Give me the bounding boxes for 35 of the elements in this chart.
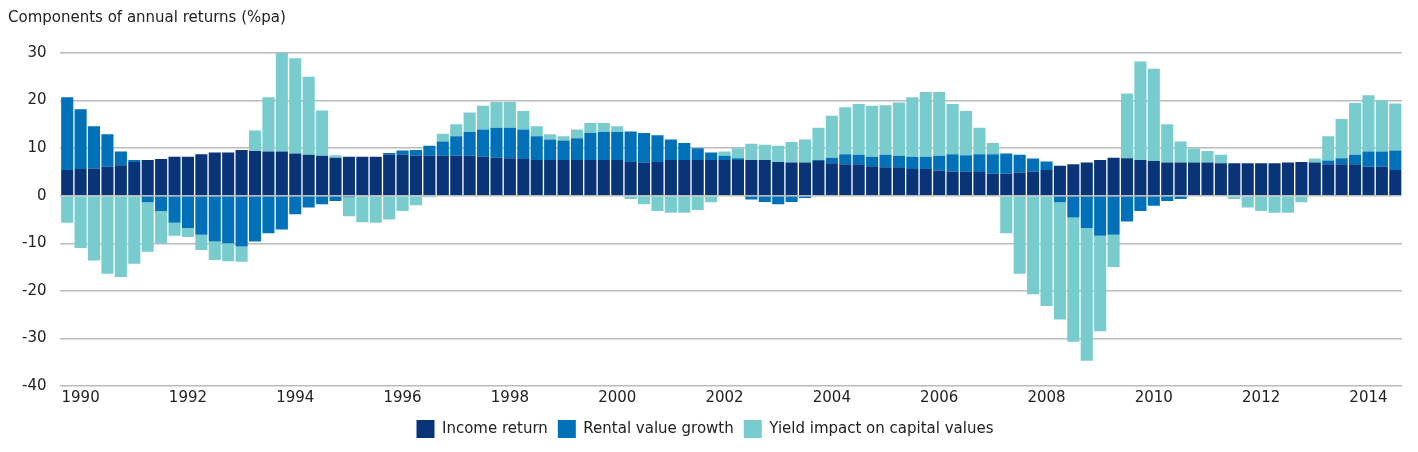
- y-tick-label: -30: [22, 328, 47, 347]
- x-tick-label: 1996: [383, 387, 422, 406]
- bar: [1228, 196, 1241, 200]
- y-tick-label: 10: [27, 138, 47, 157]
- bar: [61, 196, 74, 223]
- x-tick-label: 2004: [812, 387, 851, 406]
- bar: [1107, 234, 1120, 268]
- bar: [235, 246, 248, 262]
- x-tick-label: 1998: [490, 387, 529, 406]
- x-tick-label: 2006: [920, 387, 959, 406]
- y-tick-label: 30: [27, 42, 47, 61]
- y-axis-title: Components of annual returns (%pa): [8, 8, 287, 28]
- x-tick-label: 2002: [705, 387, 744, 406]
- y-tick-label: -10: [22, 233, 47, 252]
- bar: [745, 196, 758, 200]
- bar: [986, 142, 999, 155]
- x-tick-label: 2008: [1027, 387, 1066, 406]
- y-tick-label: 20: [27, 90, 47, 109]
- legend-label: Rental value growth: [583, 418, 734, 437]
- x-tick-label: 1994: [276, 387, 315, 406]
- bar: [61, 97, 74, 171]
- x-tick-label: 2014: [1349, 387, 1388, 406]
- y-tick-label: 0: [36, 185, 47, 204]
- bar: [1174, 196, 1187, 200]
- bar: [1000, 196, 1013, 234]
- x-tick-label: 2000: [598, 387, 637, 406]
- y-tick-label: -40: [22, 375, 47, 394]
- y-tick-label: -20: [22, 280, 47, 299]
- bar: [61, 170, 74, 195]
- legend-label: Income return: [442, 418, 548, 437]
- x-tick-label: 1990: [61, 387, 100, 406]
- legend-label: Yield impact on capital values: [768, 418, 994, 437]
- x-tick-label: 2010: [1134, 387, 1173, 406]
- x-tick-label: 2012: [1242, 387, 1281, 406]
- x-tick-label: 1992: [168, 387, 208, 406]
